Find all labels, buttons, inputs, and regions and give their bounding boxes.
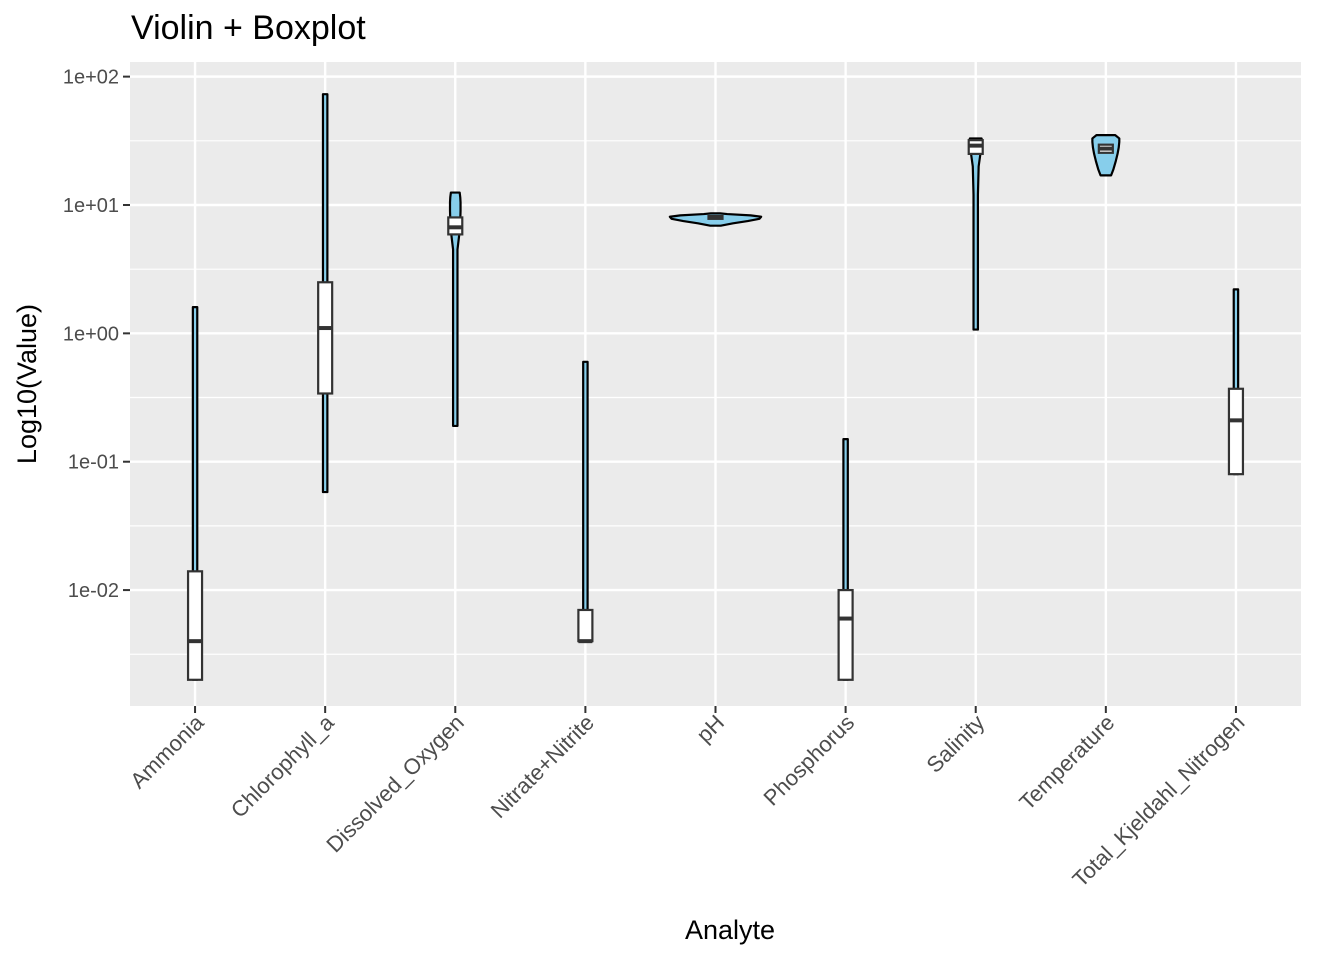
y-tick-label: 1e-02	[68, 580, 119, 602]
violin-group	[668, 212, 763, 227]
box-Chlorophyll_a	[317, 281, 334, 395]
y-tick-label: 1e-01	[68, 452, 119, 474]
box-Ammonia	[186, 570, 204, 681]
x-tick-label: Chlorophyll_a	[226, 709, 339, 822]
x-tick-label: Phosphorus	[758, 710, 859, 811]
y-tick-label: 1e+02	[63, 67, 119, 89]
box-Nitrate+Nitrite	[577, 608, 594, 643]
y-tick-label: 1e+01	[63, 195, 119, 217]
violin-Dissolved_Oxygen	[448, 191, 462, 428]
violin-group	[186, 306, 204, 681]
x-tick-label: Salinity	[921, 710, 989, 778]
box-Total_Kjeldahl_Nitrogen	[1227, 387, 1245, 476]
violin-group	[1091, 134, 1121, 177]
violin-Salinity	[968, 137, 984, 331]
violin-group	[967, 137, 984, 331]
box-Phosphorus	[837, 588, 854, 681]
chart-title: Violin + Boxplot	[131, 9, 366, 47]
x-tick-label: Ammonia	[125, 709, 209, 793]
y-axis: 1e-02 1e-01 1e+00 1e+01 1e+02	[63, 67, 130, 602]
violin-group	[837, 438, 854, 681]
violin-group	[577, 360, 594, 644]
x-tick-label: Temperature	[1014, 710, 1119, 815]
violin-group	[447, 191, 464, 428]
x-tick-label: Dissolved_Oxygen	[321, 710, 468, 857]
x-tick-label: pH	[691, 710, 729, 748]
x-axis-title: Analyte	[685, 915, 775, 945]
y-axis-title: Log10(Value)	[12, 304, 42, 464]
y-tick-label: 1e+00	[63, 323, 119, 345]
violin-group	[317, 93, 334, 494]
violin-layer	[186, 93, 1245, 681]
violin-Nitrate+Nitrite	[582, 360, 589, 643]
x-tick-label: Nitrate+Nitrite	[486, 710, 599, 823]
violin-group	[1227, 288, 1245, 476]
